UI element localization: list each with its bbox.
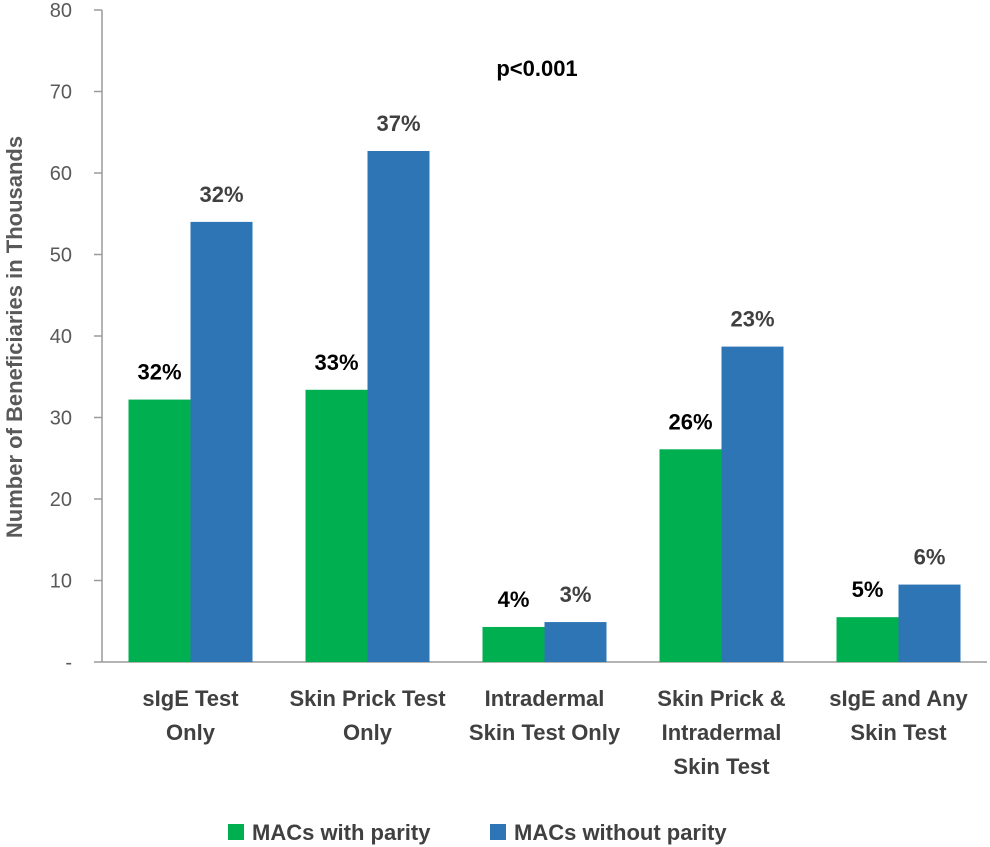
y-tick-label: -: [65, 652, 72, 674]
bar-data-label: 26%: [668, 409, 712, 434]
bar-data-label: 3%: [560, 582, 592, 607]
legend-swatch: [490, 824, 506, 840]
bar-without-parity: [544, 622, 607, 662]
bar-data-label: 32%: [199, 182, 243, 207]
legend-label: MACs with parity: [252, 820, 431, 845]
bar-data-label: 23%: [730, 307, 774, 332]
y-tick-label: 60: [50, 163, 72, 185]
y-tick-label: 40: [50, 326, 72, 348]
y-tick-label: 50: [50, 245, 72, 267]
y-tick-label: 80: [50, 0, 72, 22]
x-category-label: sIgE Test: [142, 686, 239, 711]
bar-with-parity: [128, 399, 191, 662]
bar-without-parity: [898, 584, 961, 662]
bar-without-parity: [721, 346, 784, 662]
bar-data-label: 6%: [914, 545, 946, 570]
bar-without-parity: [367, 150, 430, 662]
bar-data-label: 4%: [498, 587, 530, 612]
x-category-label: Skin Prick &: [657, 686, 786, 711]
bar-with-parity: [482, 626, 545, 662]
x-category-label: Intradermal: [485, 686, 605, 711]
x-category-label: Skin Prick Test: [289, 686, 446, 711]
legend-label: MACs without parity: [514, 820, 727, 845]
legend-swatch: [228, 824, 244, 840]
bar-data-label: 33%: [314, 350, 358, 375]
x-category-label: Skin Test: [850, 720, 947, 745]
x-category-label: sIgE and Any: [829, 686, 968, 711]
significance-annotation: p<0.001: [496, 56, 577, 81]
x-category-label: Skin Test Only: [469, 720, 621, 745]
bar-data-label: 37%: [376, 111, 420, 136]
y-tick-label: 20: [50, 489, 72, 511]
bar-with-parity: [305, 389, 368, 662]
x-category-label: Intradermal: [662, 720, 782, 745]
y-tick-label: 70: [50, 82, 72, 104]
x-category-label: Only: [343, 720, 393, 745]
bar-with-parity: [659, 449, 722, 662]
y-tick-label: 30: [50, 408, 72, 430]
bar-with-parity: [836, 617, 899, 662]
bar-data-label: 5%: [852, 577, 884, 602]
bar-without-parity: [190, 221, 253, 662]
x-category-label: Skin Test: [673, 754, 770, 779]
x-category-label: Only: [166, 720, 216, 745]
bar-data-label: 32%: [137, 360, 181, 385]
y-axis-title: Number of Beneficiaries in Thousands: [2, 136, 27, 538]
y-tick-label: 10: [50, 571, 72, 593]
